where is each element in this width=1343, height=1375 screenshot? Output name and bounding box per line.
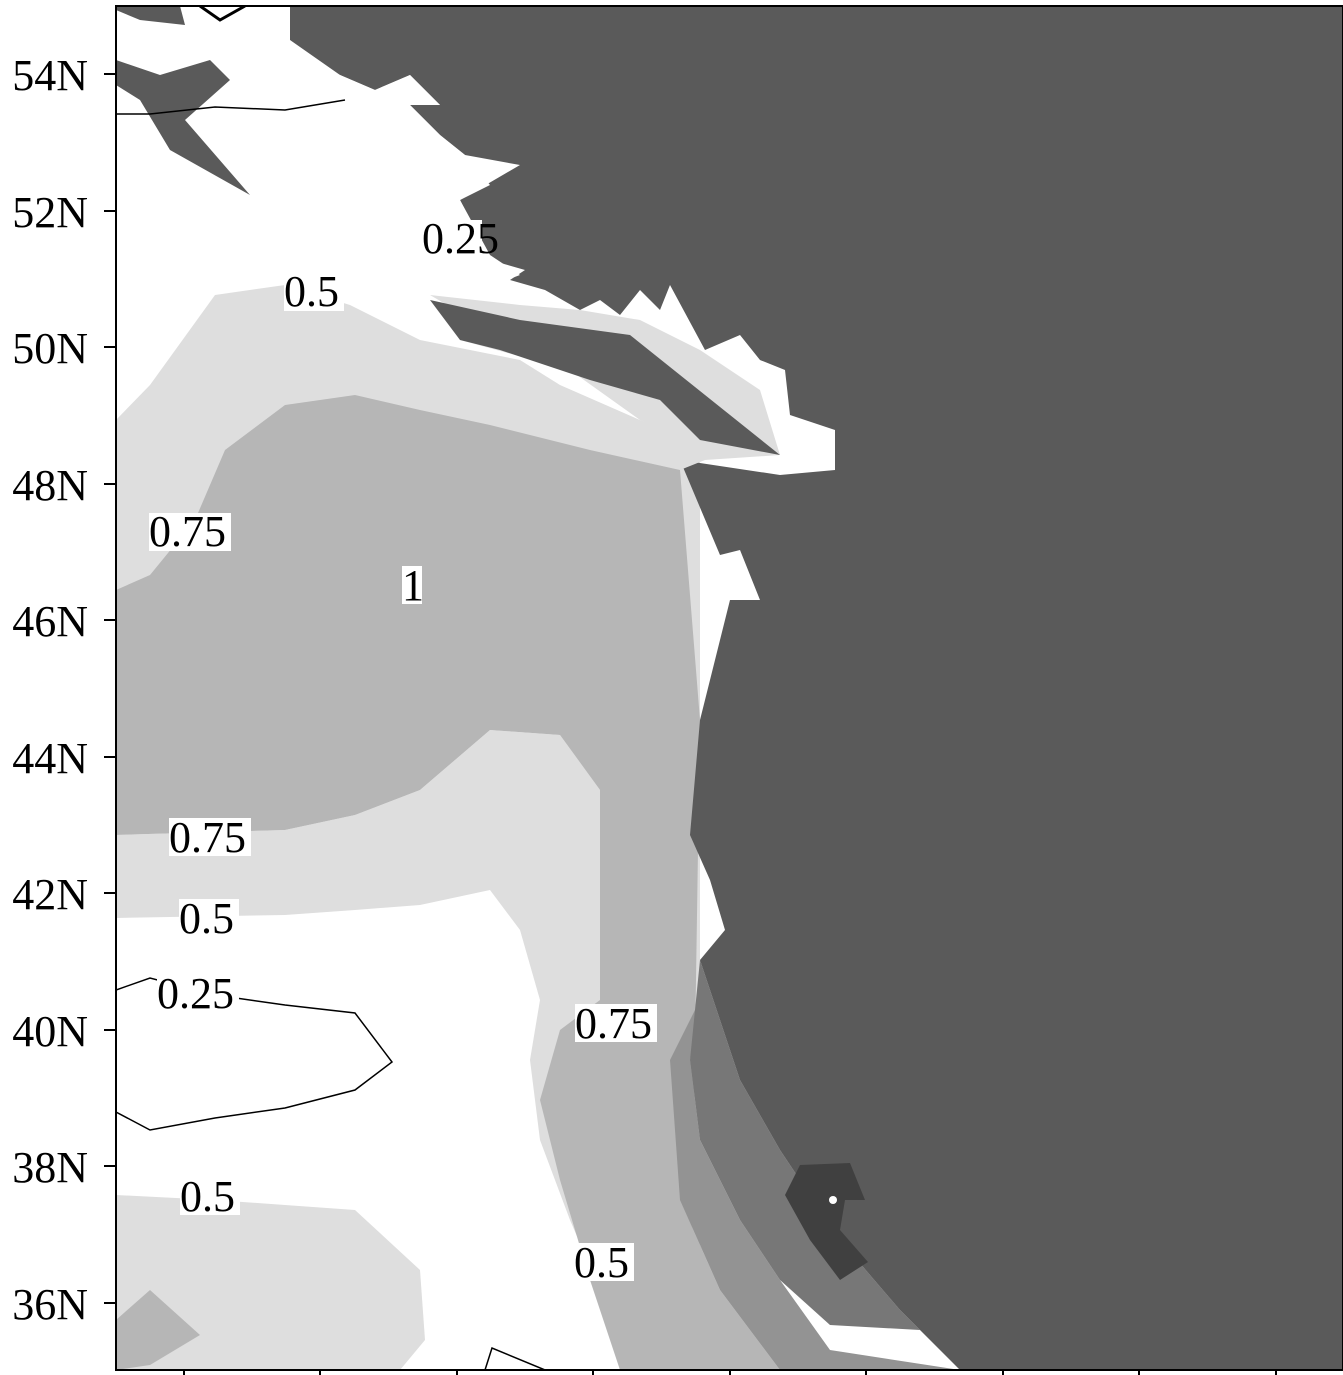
contour-band-0-75-north <box>116 395 700 1370</box>
y-tick-label-44: 44N <box>12 734 88 783</box>
y-tick-label-48: 48N <box>12 461 88 510</box>
contour-label: 0.25 <box>422 214 499 263</box>
y-tick-label-42: 42N <box>12 870 88 919</box>
map-plot-area <box>116 6 1343 1370</box>
y-tick-label-54: 54N <box>12 51 88 100</box>
x-axis <box>183 1370 1277 1375</box>
coast-notch-dark-2 <box>116 6 185 25</box>
y-axis: 54N 52N 50N 48N 46N 44N 42N 40N 38N 36N <box>12 51 116 1329</box>
coast-notch-dark-1 <box>116 60 250 195</box>
y-tick-label-50: 50N <box>12 324 88 373</box>
coast-notch-dark-3 <box>430 300 780 455</box>
contour-band-high-east <box>690 960 920 1330</box>
y-tick-label-52: 52N <box>12 188 88 237</box>
contour-label: 0.5 <box>180 1172 235 1221</box>
y-tick-label-38: 38N <box>12 1143 88 1192</box>
contour-label: 0.75 <box>149 507 226 556</box>
hotspot-marker <box>829 1196 837 1204</box>
contour-band-0-5-southwest <box>116 1195 425 1370</box>
contour-line-top <box>199 6 246 22</box>
contour-band-0-75-southwest <box>116 1290 200 1370</box>
y-tick-label-46: 46N <box>12 597 88 646</box>
contour-band-top-hotspot <box>785 1163 868 1280</box>
contour-label: 0.5 <box>179 894 234 943</box>
contour-line-south <box>484 1346 546 1370</box>
contour-labels: 0.25 0.5 0.75 1 0.75 0.5 0.25 0.75 0.5 0… <box>149 214 657 1287</box>
contour-band-1-east <box>670 1000 960 1370</box>
contour-band-0-5-middle <box>116 730 600 1370</box>
land-mass <box>290 6 1343 1370</box>
contour-label: 1 <box>402 561 424 610</box>
y-tick-label-36: 36N <box>12 1280 88 1329</box>
contour-label: 0.25 <box>157 969 234 1018</box>
contour-label: 0.75 <box>575 999 652 1048</box>
contour-label: 0.5 <box>284 267 339 316</box>
y-tick-label-40: 40N <box>12 1007 88 1056</box>
contour-line-north <box>116 99 346 115</box>
contour-label: 0.5 <box>574 1238 629 1287</box>
contour-label: 0.75 <box>169 813 246 862</box>
contour-band-0-75-east <box>540 790 780 1370</box>
